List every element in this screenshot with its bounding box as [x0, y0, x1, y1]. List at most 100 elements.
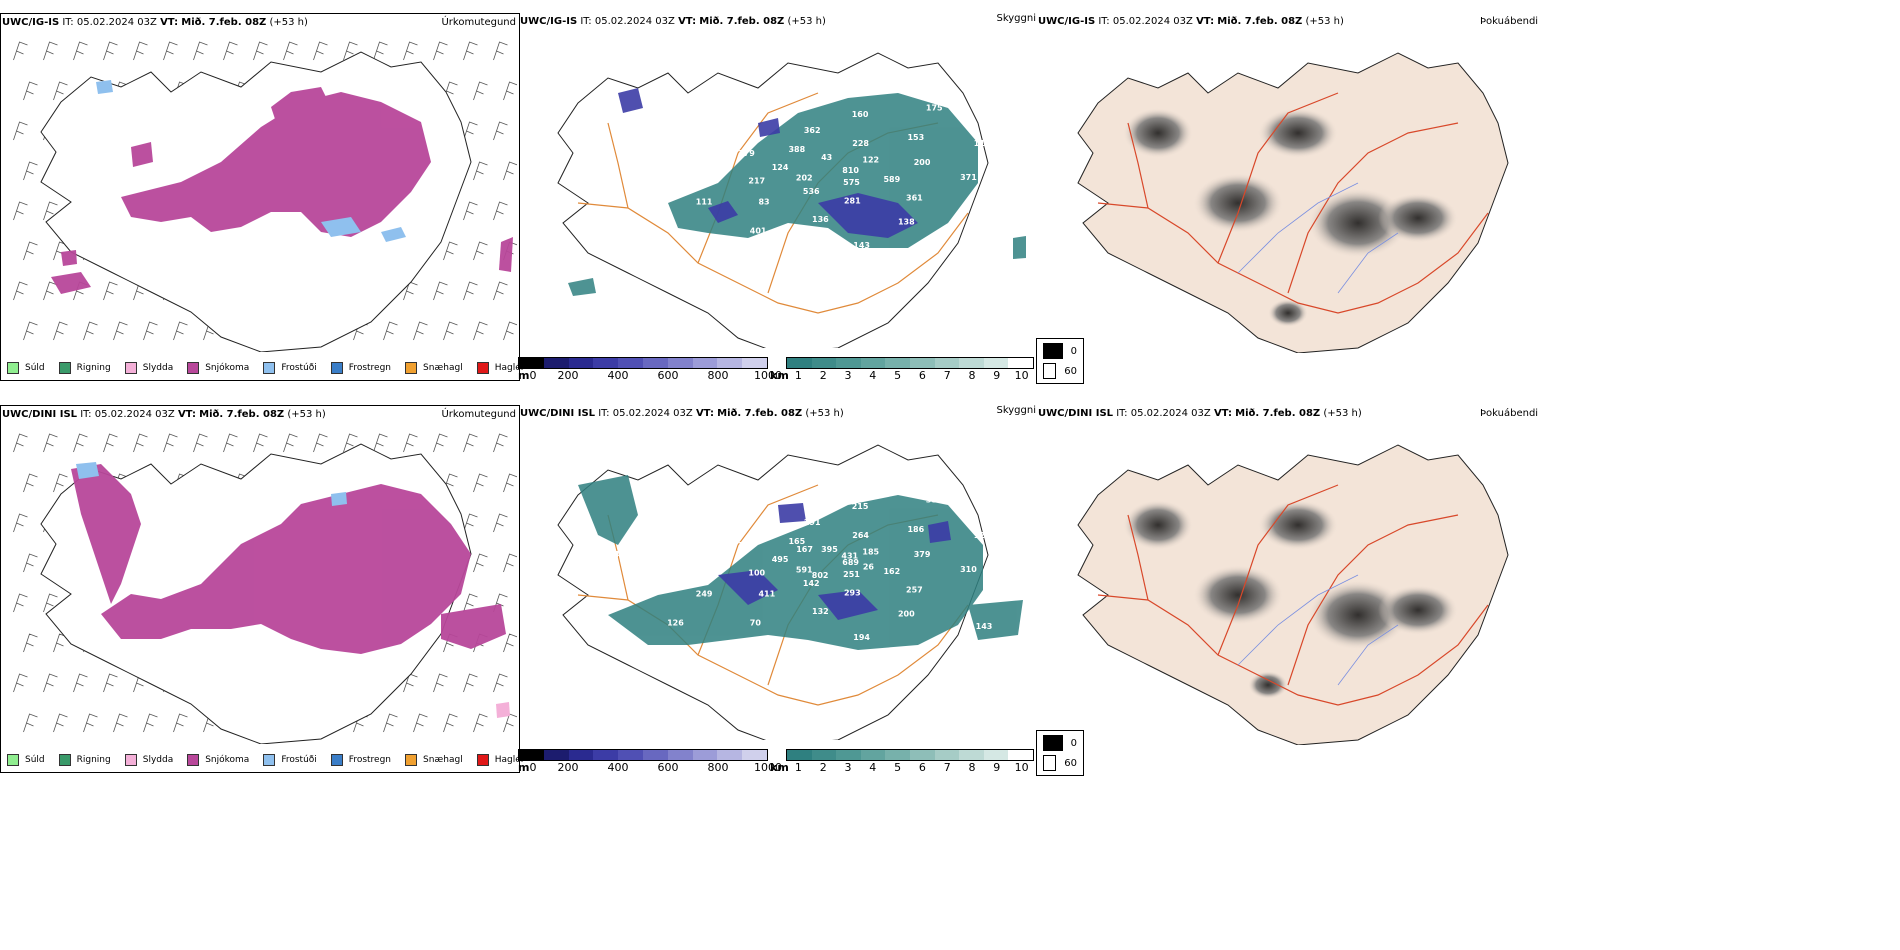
- wind-barb: [23, 713, 38, 733]
- wind-barb: [23, 473, 38, 493]
- legend-swatch: [7, 362, 19, 374]
- visibility-value: 186: [907, 525, 924, 534]
- vt-value: Mið. 7.feb. 08Z: [717, 408, 803, 419]
- wind-barb: [103, 281, 118, 301]
- colorbar-tick: 7: [943, 761, 951, 774]
- vis-km-unit: km: [770, 369, 789, 382]
- wind-barb: [433, 673, 448, 693]
- legend-item: Frostúði: [263, 362, 317, 374]
- precip-panel-top: UWC/IG-IS IT: 05.02.2024 03Z VT: Mið. 7.…: [0, 13, 523, 381]
- wind-barb: [493, 433, 508, 453]
- wind-barb: [413, 321, 428, 341]
- vis-km-swatches: [786, 357, 1034, 369]
- fog-legend-item: 60: [1043, 363, 1077, 379]
- colorbar-tick: 7: [943, 369, 951, 382]
- legend-item: Slydda: [124, 362, 173, 374]
- vis-m-swatches: [518, 357, 768, 369]
- legend-label: Frostregn: [348, 755, 392, 765]
- wind-barb: [473, 321, 488, 341]
- colorbar-swatch: [519, 358, 544, 368]
- colorbar-swatch: [618, 750, 643, 760]
- panel-title-precip: Úrkomutegund: [441, 17, 516, 28]
- legend-swatch: [7, 754, 19, 766]
- wind-barb: [13, 121, 28, 141]
- visibility-value: 371: [960, 173, 977, 182]
- wind-barb: [13, 201, 28, 221]
- colorbar-swatch: [787, 750, 812, 760]
- wind-barb: [13, 593, 28, 613]
- colorbar-swatch: [885, 358, 910, 368]
- colorbar-tick: 8: [968, 369, 976, 382]
- legend-item: Snæhagl: [405, 362, 463, 374]
- visibility-value: 358: [926, 496, 943, 505]
- visibility-value: 124: [772, 163, 789, 172]
- colorbar-swatch: [836, 750, 861, 760]
- wind-barb: [473, 161, 488, 181]
- fog-panel-bottom: UWC/DINI ISL IT: 05.02.2024 03Z VT: Mið.…: [1038, 405, 1900, 771]
- fog-legend-bottom: 0 60: [1036, 730, 1084, 776]
- colorbar-swatch: [618, 358, 643, 368]
- visibility-value: 86: [730, 127, 742, 136]
- wind-barb: [13, 513, 28, 533]
- vt-label: VT:: [695, 408, 714, 419]
- it-value: 05.02.2024 03Z: [612, 408, 693, 419]
- visibility-value: 251: [843, 570, 860, 579]
- wind-barb: [473, 241, 488, 261]
- fog-map-bottom: [1077, 444, 1509, 745]
- visibility-value: 139: [819, 473, 836, 482]
- wind-barb: [223, 433, 238, 453]
- vt-label: VT:: [1213, 408, 1232, 419]
- wind-barb: [23, 633, 38, 653]
- header-visibility-bottom: UWC/DINI ISL IT: 05.02.2024 03Z VT: Mið.…: [520, 408, 844, 419]
- wind-barb: [503, 161, 517, 181]
- wind-barb: [343, 41, 358, 61]
- colorbar-swatch: [642, 750, 668, 760]
- header-precip-bottom: UWC/DINI ISL IT: 05.02.2024 03Z VT: Mið.…: [2, 409, 326, 420]
- wind-barb: [463, 281, 478, 301]
- it-label: IT:: [1116, 408, 1128, 419]
- frost-areas: [76, 462, 510, 718]
- wind-barb: [223, 41, 238, 61]
- legend-label: Súld: [25, 755, 45, 765]
- vt-value: Mið. 7.feb. 08Z: [199, 409, 285, 420]
- header-visibility-top: UWC/IG-IS IT: 05.02.2024 03Z VT: Mið. 7.…: [520, 16, 826, 27]
- colorbar-tick: 1000: [754, 369, 782, 382]
- wind-barb: [463, 673, 478, 693]
- wind-barb: [163, 41, 178, 61]
- colorbar-swatch: [860, 750, 886, 760]
- visibility-value: 136: [812, 215, 829, 224]
- wind-barb: [103, 673, 118, 693]
- rivers: [1237, 182, 1399, 294]
- colorbar-tick: 400: [607, 761, 629, 774]
- wind-barb: [13, 281, 28, 301]
- colorbar-tick: 3: [844, 761, 852, 774]
- wind-barb: [383, 713, 398, 733]
- visibility-value: 810: [842, 166, 859, 175]
- fog-map-top: [1077, 52, 1509, 353]
- vt-label: VT:: [678, 16, 697, 27]
- wind-barb: [373, 41, 388, 61]
- visibility-value: 536: [803, 187, 820, 196]
- visibility-very-low: [618, 88, 918, 238]
- forecast-offset: (+53 h): [1305, 16, 1344, 27]
- visibility-value: 132: [812, 607, 829, 616]
- visibility-map-bottom: 689 591 395 251 495 185 142 165 162 100 264 293 138 3…: [557, 444, 1023, 740]
- model-name: UWC/DINI ISL: [520, 408, 596, 419]
- visibility-value: 310: [960, 565, 977, 574]
- colorbar-swatch: [1008, 358, 1033, 368]
- colorbar-swatch: [836, 358, 861, 368]
- vis-m-swatches: [518, 749, 768, 761]
- wind-barb: [413, 713, 428, 733]
- visibility-very-low: [718, 503, 951, 620]
- visibility-value: 395: [821, 545, 838, 554]
- visibility-value: 362: [804, 126, 821, 135]
- visibility-value: 313: [630, 184, 647, 193]
- colorbar-tick: 2: [819, 761, 827, 774]
- wind-barb: [253, 433, 268, 453]
- colorbar-tick: 5: [894, 761, 902, 774]
- forecast-offset: (+53 h): [787, 16, 826, 27]
- wind-barb: [493, 201, 508, 221]
- colorbar-tick: 600: [657, 369, 679, 382]
- colorbar-tick: 4: [869, 761, 877, 774]
- visibility-value: 209: [660, 147, 677, 156]
